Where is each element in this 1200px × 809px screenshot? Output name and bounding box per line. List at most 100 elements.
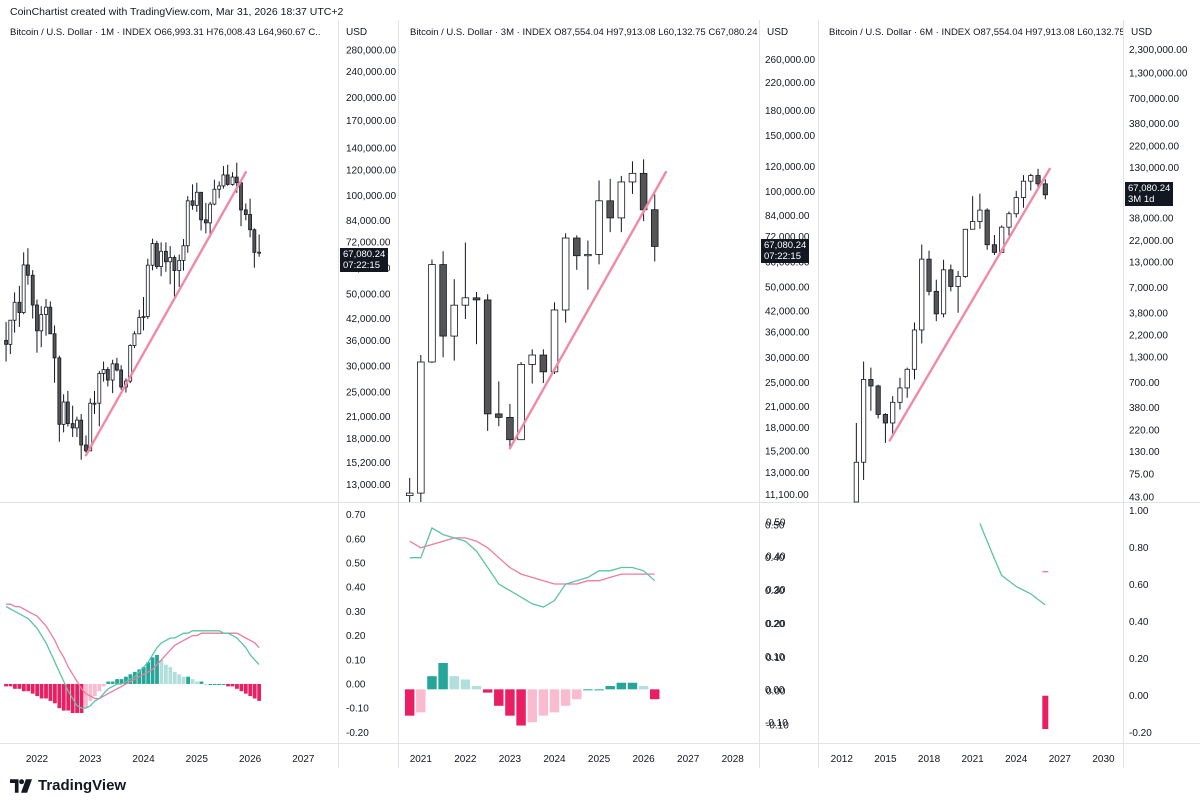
macd-histogram-bar <box>97 683 102 692</box>
candle <box>584 240 592 290</box>
price-tick-label: 38,000.00 <box>1129 214 1174 225</box>
candle-body-up <box>12 301 17 321</box>
macd-tick-label-left: 0.30 <box>766 585 786 596</box>
candle-body-down <box>252 229 257 253</box>
time-axis-label: 2015 <box>874 754 897 765</box>
price-tick-label: 15,200.00 <box>346 458 391 469</box>
macd-histogram-bar <box>449 676 459 690</box>
candle-body-up <box>940 269 947 315</box>
price-tick-label: 100,000.00 <box>765 187 815 198</box>
macd-histogram-bar <box>8 683 13 687</box>
candle <box>145 258 150 319</box>
candle <box>248 198 252 238</box>
last-price-badge-3m: 67,080.24 07:22:15 <box>761 239 810 263</box>
price-tick-label: 18,000.00 <box>346 434 391 445</box>
candle-body-up <box>39 314 44 332</box>
candle <box>617 175 626 233</box>
macd-histogram-bar <box>110 681 115 684</box>
candle <box>35 299 39 353</box>
candle <box>904 367 910 398</box>
candle-body-down <box>991 244 998 253</box>
candle-body-up <box>75 419 79 429</box>
price-tick-label: 130.00 <box>1129 447 1160 458</box>
macd-histogram-bar <box>252 683 257 699</box>
time-axis-label: 2026 <box>239 754 262 765</box>
macd-histogram-bar <box>217 683 222 685</box>
candle <box>159 242 164 277</box>
macd-histogram-bar <box>616 682 627 690</box>
price-tick-label: 1,300,000.00 <box>1129 68 1188 79</box>
tradingview-logo[interactable]: TradingView <box>10 777 126 794</box>
candle-body-up <box>853 461 859 503</box>
candle <box>450 279 458 361</box>
macd-histogram-bar <box>594 689 604 691</box>
candle <box>962 228 968 278</box>
price-tick-label: 72,000.00 <box>765 232 810 243</box>
candle-body-down <box>154 243 159 267</box>
macd-histogram-bar <box>549 689 560 713</box>
candle-body-down <box>472 297 481 301</box>
macd-histogram-bar <box>172 671 177 684</box>
candle-body-down <box>65 401 70 425</box>
macd-tick-label-left: 0.00 <box>766 687 786 698</box>
macd-histogram-bar <box>226 683 230 687</box>
time-axis-label: 2024 <box>1005 754 1028 765</box>
candle-body-down <box>4 339 8 345</box>
macd-histogram-bar <box>88 683 93 701</box>
macd-histogram-bar <box>494 689 504 706</box>
price-tick-label: 280,000.00 <box>346 45 396 56</box>
candle-body-down <box>48 306 53 335</box>
candle-body-down <box>573 237 581 257</box>
candle <box>44 299 48 336</box>
candle-body-up <box>1028 175 1034 182</box>
candle <box>940 259 947 318</box>
candle-body-up <box>428 264 436 363</box>
macd-histogram-bar <box>482 689 493 693</box>
candle-body-down <box>933 290 939 315</box>
macd-histogram-bar <box>427 676 437 690</box>
candle-body-down <box>225 174 230 185</box>
candle-body-up <box>101 369 106 374</box>
macd-histogram-bar <box>638 686 649 690</box>
currency-label-1m: USD <box>346 27 368 38</box>
macd-histogram-bar <box>30 683 35 694</box>
candle-body-down <box>483 299 492 415</box>
candle <box>52 325 57 383</box>
macd-histogram-bar <box>438 663 448 690</box>
tradingview-logo-icon <box>10 778 32 793</box>
candle-body-up <box>128 345 133 382</box>
candle <box>926 250 932 296</box>
price-tick-label: 13,000.00 <box>346 480 391 491</box>
macd-tick-label: 0.40 <box>765 553 785 564</box>
macd-tick-label: 0.10 <box>346 655 366 666</box>
candle-body-up <box>584 254 592 257</box>
candle <box>911 322 918 380</box>
price-tick-label: 2,300,000.00 <box>1129 45 1188 56</box>
candle <box>528 349 536 384</box>
candle-body-down <box>926 258 932 292</box>
candle <box>439 251 447 358</box>
macd-histogram-bar <box>159 659 164 684</box>
candle-body-up <box>141 316 146 318</box>
candle-body-down <box>495 413 503 418</box>
candle-body-down <box>868 379 874 387</box>
time-axis-label: 2018 <box>918 754 941 765</box>
candle <box>84 435 88 453</box>
candle <box>57 355 62 442</box>
macd-tick-label: 1.00 <box>1129 506 1149 517</box>
price-tick-label: 84,000.00 <box>346 216 391 227</box>
last-price-value-3m: 67,080.24 <box>764 240 807 251</box>
candle <box>88 398 93 452</box>
price-tick-label: 21,000.00 <box>765 402 810 413</box>
price-tick-label: 25,000.00 <box>346 388 391 399</box>
candle-body-up <box>628 172 637 183</box>
price-tick-label: 100,000.00 <box>346 191 396 202</box>
candle <box>853 422 859 503</box>
time-axis-label: 2026 <box>632 754 655 765</box>
macd-histogram-bar <box>243 683 248 694</box>
macd-histogram-bar <box>195 681 199 684</box>
candle-body-up <box>168 257 173 263</box>
candle-body-down <box>26 264 30 276</box>
